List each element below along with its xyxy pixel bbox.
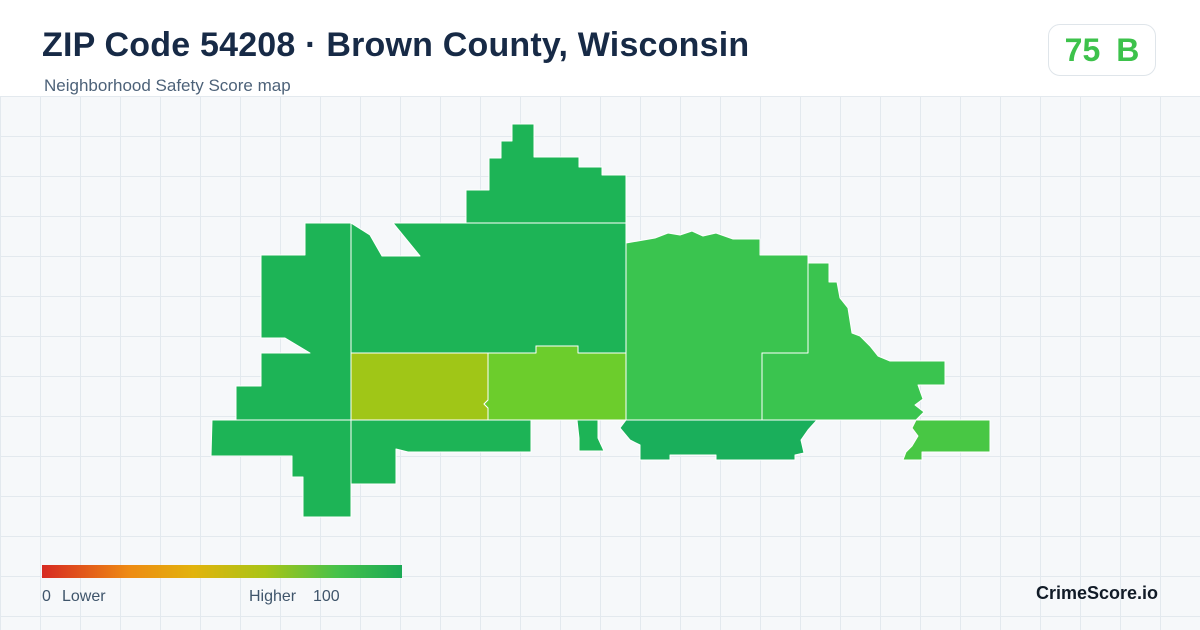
brand-logo-text[interactable]: CrimeScore.io <box>1035 583 1158 603</box>
map-zone-south-fragment[interactable] <box>576 419 605 452</box>
legend-min-label: 0 <box>42 588 51 605</box>
map-zone-north-central[interactable] <box>350 222 627 354</box>
map-zone-east-exclave[interactable] <box>902 419 991 461</box>
legend-max-label: 100 <box>313 588 340 605</box>
legend-low-label: Lower <box>62 588 106 605</box>
map-zone-southwest[interactable] <box>210 419 352 518</box>
map-zone-southeast[interactable] <box>619 419 818 461</box>
score-value: 75 <box>1064 31 1101 68</box>
map-zone-north[interactable] <box>465 123 627 224</box>
page-subtitle: Neighborhood Safety Score map <box>44 76 291 95</box>
map-zone-south-central[interactable] <box>350 419 532 485</box>
map-zone-far-east[interactable] <box>761 254 946 421</box>
legend-gradient-bar <box>42 565 402 578</box>
legend-high-label: Higher <box>249 588 297 605</box>
page-title: ZIP Code 54208 · Brown County, Wisconsin <box>42 26 750 64</box>
header-bar: ZIP Code 54208 · Brown County, Wisconsin… <box>0 0 1200 96</box>
map-zone-center-lime[interactable] <box>483 345 627 421</box>
score-grade: B <box>1116 31 1140 68</box>
safety-score-badge: 75 B <box>1048 24 1156 76</box>
map-zone-west-upper[interactable] <box>235 222 352 421</box>
map-zone-center-olive[interactable] <box>350 352 489 421</box>
